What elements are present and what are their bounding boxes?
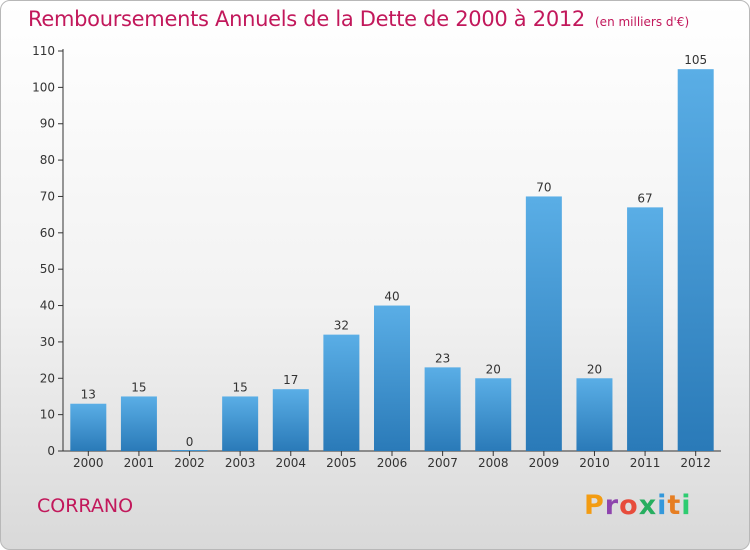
chart-title: Remboursements Annuels de la Dette de 20…	[28, 7, 689, 31]
bar-2007	[424, 367, 461, 451]
bar-2005	[323, 334, 360, 451]
bar-2002	[171, 450, 208, 451]
x-tick-label: 2009	[529, 456, 560, 470]
x-tick-label: 2008	[478, 456, 509, 470]
y-tick-label: 110	[32, 44, 55, 58]
data-label: 17	[283, 373, 298, 387]
data-label: 32	[334, 319, 349, 333]
y-tick-label: 60	[40, 226, 55, 240]
logo-letter: P	[584, 490, 605, 521]
x-tick-label: 2003	[225, 456, 256, 470]
x-tick-label: 2006	[377, 456, 408, 470]
bar-2012	[677, 69, 714, 451]
bar-2003	[222, 396, 259, 451]
logo-letter: r	[604, 490, 620, 521]
data-label: 20	[486, 362, 501, 376]
data-label: 70	[536, 180, 551, 194]
x-tick-label: 2002	[174, 456, 205, 470]
x-tick-label: 2007	[427, 456, 458, 470]
bars	[70, 69, 714, 451]
y-tick-label: 20	[40, 371, 55, 385]
y-tick-label: 30	[40, 335, 55, 349]
data-label: 0	[186, 435, 194, 449]
bar-2011	[627, 207, 664, 451]
bar-2004	[272, 389, 309, 451]
y-tick-label: 40	[40, 299, 55, 313]
y-tick-label: 90	[40, 117, 55, 131]
chart-title-text: Remboursements Annuels de la Dette de 20…	[28, 7, 585, 31]
logo-letter: o	[619, 490, 639, 521]
bar-2000	[70, 403, 107, 451]
data-label: 67	[637, 191, 652, 205]
bar-2006	[374, 305, 410, 451]
data-label: 20	[587, 362, 602, 376]
x-tick-label: 2000	[73, 456, 104, 470]
y-tick-label: 100	[32, 80, 55, 94]
data-label: 23	[435, 351, 450, 365]
y-tick-label: 80	[40, 153, 55, 167]
bar-2001	[120, 396, 157, 451]
y-tick-label: 50	[40, 262, 55, 276]
x-tick-label: 2010	[579, 456, 610, 470]
chart-unit-note: (en milliers d'€)	[595, 15, 690, 29]
logo-letter: t	[667, 490, 682, 521]
proxiti-logo: Proxiti	[584, 490, 692, 521]
logo-letter: i	[657, 490, 668, 521]
data-label: 40	[384, 290, 399, 304]
x-tick-label: 2001	[124, 456, 155, 470]
bar-2009	[525, 196, 562, 451]
x-tick-label: 2011	[630, 456, 661, 470]
bar-2010	[576, 378, 613, 451]
commune-name: CORRANO	[37, 495, 134, 517]
data-label: 15	[131, 380, 146, 394]
logo-letter: x	[638, 490, 658, 521]
logo-letter: i	[681, 490, 692, 521]
y-tick-label: 70	[40, 189, 55, 203]
y-tick-label: 0	[47, 444, 55, 458]
bar-2008	[475, 378, 512, 451]
y-tick-label: 10	[40, 408, 55, 422]
data-label: 105	[684, 53, 707, 67]
x-tick-label: 2004	[275, 456, 306, 470]
data-label: 13	[81, 388, 96, 402]
x-tick-label: 2012	[680, 456, 711, 470]
data-label: 15	[233, 380, 248, 394]
labels: 2000132001152002020031520041720053220064…	[73, 53, 711, 470]
x-tick-label: 2005	[326, 456, 357, 470]
